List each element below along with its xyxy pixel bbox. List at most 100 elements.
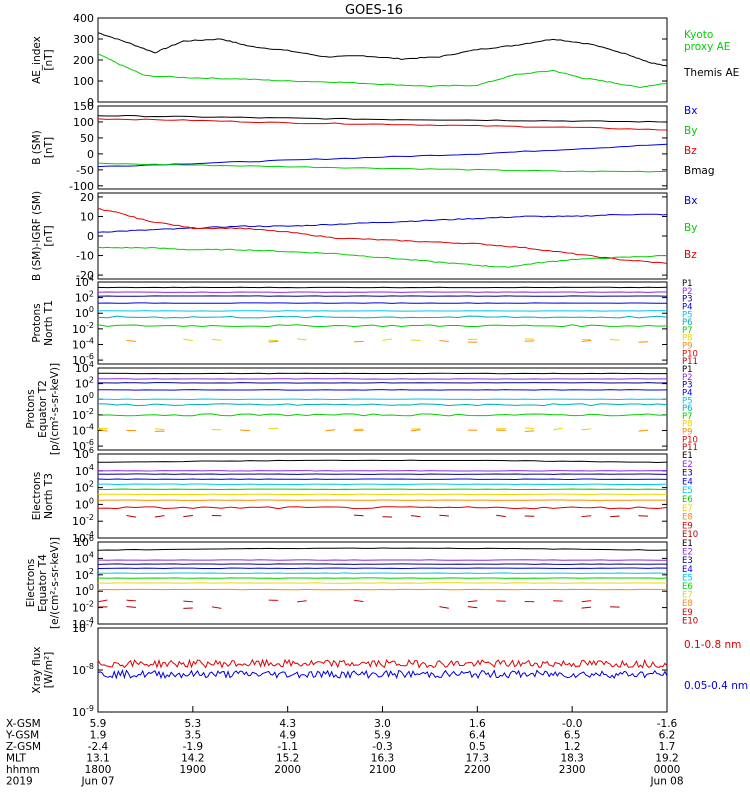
tick-exponent: -2 <box>86 407 94 416</box>
x-axis-value: -1.6 <box>657 718 678 730</box>
series-by-line <box>98 247 667 267</box>
x-axis-value: 13.1 <box>86 753 109 765</box>
x-axis-value: 3.5 <box>184 730 201 742</box>
series-e10-segment <box>126 607 135 608</box>
tick-exponent: 4 <box>89 550 94 559</box>
y-tick-label: 10-2 <box>72 407 94 422</box>
tick-base: 10 <box>75 307 89 320</box>
series-e10-segment <box>468 607 477 608</box>
legend-entry: Bz <box>684 145 697 157</box>
x-axis-value: 6.4 <box>469 730 486 742</box>
series-kyoto-proxy-ae-line <box>98 53 667 87</box>
y-tick-label: -50 <box>76 164 94 177</box>
series-e10-segment <box>582 607 591 608</box>
y-axis-label: Xray flux <box>31 647 43 694</box>
tick-exponent: -2 <box>86 321 94 330</box>
series-themis-ae-line <box>98 33 667 67</box>
y-tick-label: 10 <box>80 210 94 223</box>
series-p7-line <box>98 325 667 327</box>
series-p9-segment <box>639 430 648 431</box>
tick-base: 10 <box>75 448 89 461</box>
tick-exponent: 4 <box>89 360 94 369</box>
y-axis-label: Equator T4 <box>37 554 49 612</box>
series-e10-segment <box>126 515 135 517</box>
tick-base: 10 <box>72 622 86 635</box>
y-axis-label: North T1 <box>43 300 55 346</box>
x-axis-value: 3.0 <box>374 718 391 730</box>
series-p8-segment <box>383 339 392 341</box>
series-p9-segment <box>326 430 335 431</box>
y-tick-label: 104 <box>75 550 94 565</box>
series-bx-line <box>98 214 667 232</box>
x-axis-value: 2100 <box>369 764 396 776</box>
x-axis-row-label: 2019 <box>6 776 33 788</box>
x-axis-value: 15.2 <box>276 753 299 765</box>
legend-entry: 0.1-0.8 nm <box>684 639 741 651</box>
series-e9-segment <box>297 601 306 602</box>
y-tick-label: 10-4 <box>72 336 94 351</box>
x-axis-value: Jun 07 <box>80 776 114 788</box>
series-bx-line <box>98 144 667 166</box>
panel-frame <box>98 18 667 102</box>
plot-title: GOES-16 <box>345 3 403 18</box>
legend-entry: Bx <box>684 195 697 207</box>
x-axis-value: 6.5 <box>564 730 581 742</box>
y-tick-label: 100 <box>75 583 94 598</box>
y-tick-label: 10-2 <box>72 513 94 528</box>
tick-base: 10 <box>72 706 86 719</box>
tick-exponent: 0 <box>89 583 94 592</box>
series-e9-segment <box>126 600 135 601</box>
series-p8-segment <box>269 340 278 341</box>
y-tick-label: 10-9 <box>72 704 94 719</box>
series-e10-segment <box>582 516 591 517</box>
panel-frame <box>98 106 667 189</box>
tick-base: 10 <box>75 465 89 478</box>
y-tick-label: 0 <box>87 230 94 243</box>
x-axis-row-label: MLT <box>6 753 26 765</box>
series-e10-segment <box>610 516 619 517</box>
series-e10-segment <box>439 515 448 516</box>
tick-base: 10 <box>75 552 89 565</box>
x-axis-row-label: X-GSM <box>6 718 41 730</box>
panel-frame <box>98 193 667 279</box>
tick-exponent: 6 <box>89 446 94 455</box>
series-bz-line <box>98 209 667 264</box>
panel-frame <box>98 368 667 450</box>
x-axis-value: 1.9 <box>90 730 107 742</box>
x-axis-value: 1.2 <box>564 741 581 753</box>
series-p8-segment <box>582 429 591 430</box>
tick-base: 10 <box>72 424 86 437</box>
series-p8-segment <box>155 429 164 430</box>
legend-entry: Kyoto <box>684 29 713 41</box>
series-p6-line <box>98 404 667 406</box>
tick-base: 10 <box>72 409 86 422</box>
y-tick-label: 102 <box>75 290 94 305</box>
legend-entry: Bz <box>684 249 697 261</box>
x-axis-value: 4.3 <box>279 718 296 730</box>
y-tick-label: 10-4 <box>72 422 94 437</box>
tick-base: 10 <box>72 323 86 336</box>
x-axis-value: 5.9 <box>90 718 107 730</box>
series-xray-line <box>98 670 667 678</box>
tick-base: 10 <box>75 378 89 391</box>
series-xray-line <box>98 660 667 668</box>
series-p8-segment <box>610 339 619 340</box>
x-axis-value: 5.3 <box>184 718 201 730</box>
y-axis-label: [W/m²] <box>43 652 55 689</box>
series-p8-segment <box>553 428 562 430</box>
series-e9-line <box>98 507 667 509</box>
series-p9-segment <box>439 341 448 342</box>
legend-entry: 0.05-0.4 nm <box>684 680 748 692</box>
y-tick-label: 400 <box>73 12 94 25</box>
